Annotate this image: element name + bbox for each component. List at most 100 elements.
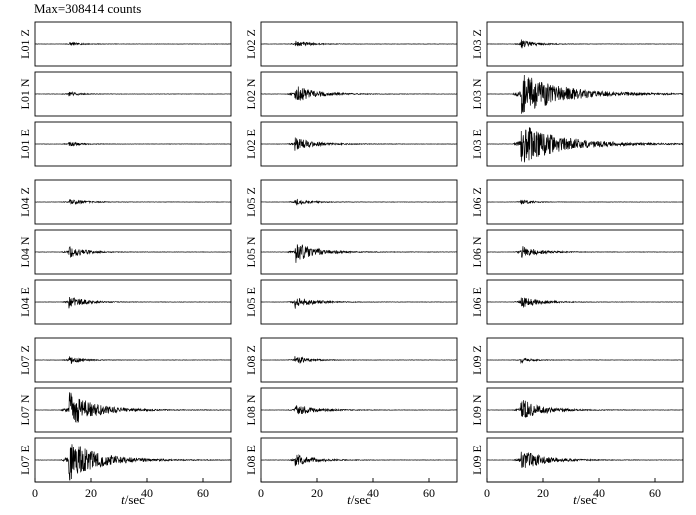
station-label: L05 Z xyxy=(244,187,258,217)
x-tick-label: 20 xyxy=(311,486,323,500)
x-tick-label: 40 xyxy=(593,486,605,500)
station-label: L06 Z xyxy=(470,187,484,217)
x-axis-label-unit: /sec xyxy=(351,492,371,507)
x-tick-label: 40 xyxy=(367,486,379,500)
panel-l02-z: L02 Z xyxy=(244,21,458,67)
waveform-trace xyxy=(486,297,683,308)
station-label: L07 N xyxy=(18,394,32,425)
waveform-trace xyxy=(34,444,232,481)
panel-l03-e: L03 E xyxy=(470,121,684,167)
station-label: L01 Z xyxy=(18,29,32,59)
waveform-trace xyxy=(260,40,458,47)
panel-l09-n: L09 N xyxy=(470,387,684,433)
station-label: L04 N xyxy=(18,236,32,267)
waveform-trace xyxy=(34,245,232,258)
panel-frame xyxy=(260,121,458,167)
station-label: L04 Z xyxy=(18,187,32,217)
station-label: L03 Z xyxy=(470,29,484,59)
panel-frame xyxy=(486,179,684,225)
waveform-trace xyxy=(486,246,683,259)
x-axis-label-variable: t xyxy=(347,492,351,507)
panel-l03-z: L03 Z xyxy=(470,21,684,67)
waveform-trace xyxy=(34,91,231,97)
panel-l02-n: L02 N xyxy=(244,71,458,117)
max-counts-label: Max=308414 counts xyxy=(34,1,142,16)
waveform-trace xyxy=(34,199,231,205)
station-label: L06 E xyxy=(470,287,484,317)
station-label: L08 Z xyxy=(244,345,258,375)
station-label: L02 Z xyxy=(244,29,258,59)
panel-l08-e: L08 E xyxy=(244,437,458,483)
panel-l08-n: L08 N xyxy=(244,387,458,433)
waveform-trace xyxy=(486,75,683,114)
waveform-trace xyxy=(34,392,232,423)
panel-l09-z: L09 Z xyxy=(470,337,684,383)
waveform-trace xyxy=(486,199,683,205)
x-axis-label-unit: /sec xyxy=(125,492,145,507)
waveform-trace xyxy=(260,244,457,263)
x-axis: 0 20 40 60 t/sec xyxy=(258,478,457,507)
waveform-trace xyxy=(35,141,231,147)
waveform-trace xyxy=(486,39,683,49)
panel-l05-n: L05 N xyxy=(244,229,458,275)
x-axis-label-variable: t xyxy=(573,492,577,507)
panel-l01-z: L01 Z xyxy=(18,21,232,67)
station-label: L06 N xyxy=(470,236,484,267)
panel-frame xyxy=(486,229,684,275)
panel-grid: L01 Z L01 N L01 E L04 Z L04 N L04 E L07 Z L07 N… xyxy=(18,21,684,507)
waveform-trace xyxy=(260,356,457,364)
panel-l06-z: L06 Z xyxy=(470,179,684,225)
panel-l07-n: L07 N xyxy=(18,387,232,433)
waveform-trace xyxy=(260,137,457,151)
waveform-trace xyxy=(260,405,457,415)
station-label: L01 N xyxy=(18,78,32,109)
panel-l04-n: L04 N xyxy=(18,229,232,275)
station-label: L01 E xyxy=(18,129,32,159)
station-label: L07 Z xyxy=(18,345,32,375)
station-label: L03 N xyxy=(470,78,484,109)
waveform-trace xyxy=(34,296,231,309)
station-label: L08 E xyxy=(244,445,258,475)
panel-l09-e: L09 E xyxy=(470,437,684,483)
waveform-trace xyxy=(486,127,684,163)
x-tick-label: 60 xyxy=(423,486,435,500)
waveform-trace xyxy=(260,86,457,101)
waveform-trace xyxy=(260,198,457,206)
x-tick-label: 20 xyxy=(85,486,97,500)
station-label: L09 E xyxy=(470,445,484,475)
station-label: L05 N xyxy=(244,236,258,267)
station-label: L07 E xyxy=(18,445,32,475)
panel-l05-e: L05 E xyxy=(244,279,458,325)
station-label: L02 N xyxy=(244,78,258,109)
station-label: L08 N xyxy=(244,394,258,425)
x-axis: 0 20 40 60 t/sec xyxy=(484,478,683,507)
x-axis-label: t/sec xyxy=(121,492,145,507)
x-tick-label: 60 xyxy=(649,486,661,500)
x-axis: 0 20 40 60 t/sec xyxy=(32,478,231,507)
panel-frame xyxy=(260,179,458,225)
waveform-trace xyxy=(486,451,684,468)
station-label: L02 E xyxy=(244,129,258,159)
panel-l04-z: L04 Z xyxy=(18,179,232,225)
x-tick-label: 40 xyxy=(141,486,153,500)
panel-l04-e: L04 E xyxy=(18,279,232,325)
waveform-trace xyxy=(34,356,231,364)
station-label: L09 Z xyxy=(470,345,484,375)
station-label: L05 E xyxy=(244,287,258,317)
waveform-trace xyxy=(486,400,683,418)
station-label: L04 E xyxy=(18,287,32,317)
x-tick-label: 0 xyxy=(258,486,264,500)
x-axis-label: t/sec xyxy=(573,492,597,507)
panel-l07-e: L07 E xyxy=(18,437,232,483)
panel-l01-n: L01 N xyxy=(18,71,232,117)
waveform-trace xyxy=(260,298,457,309)
panel-l08-z: L08 Z xyxy=(244,337,458,383)
station-label: L03 E xyxy=(470,129,484,159)
panel-l05-z: L05 Z xyxy=(244,179,458,225)
panel-l02-e: L02 E xyxy=(244,121,458,167)
panel-l07-z: L07 Z xyxy=(18,337,232,383)
panel-l06-n: L06 N xyxy=(470,229,684,275)
panel-frame xyxy=(34,71,232,117)
x-tick-label: 20 xyxy=(537,486,549,500)
waveform-trace xyxy=(260,453,457,467)
